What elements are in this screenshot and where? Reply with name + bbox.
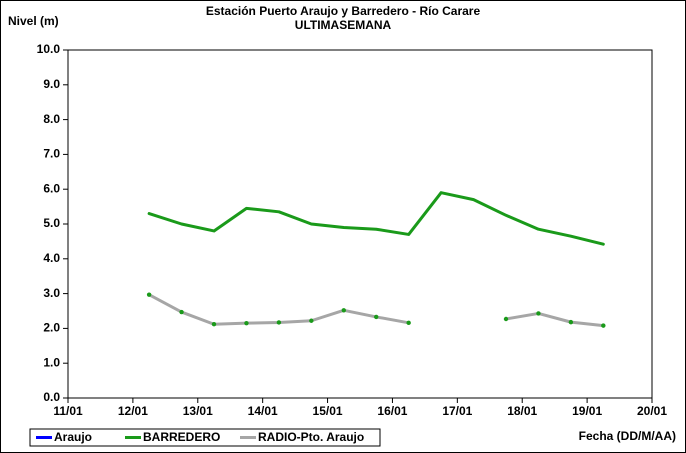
series-marker (406, 320, 411, 326)
series-marker (211, 322, 217, 327)
legend-label: Araujo (54, 430, 92, 444)
x-tick-label: 13/01 (183, 404, 213, 418)
x-axis-label: Fecha (DD/M/AA) (579, 429, 676, 443)
y-tick-label: 9.0 (43, 77, 60, 91)
x-tick-label: 20/01 (637, 404, 667, 418)
y-tick-label: 6.0 (43, 181, 60, 195)
series-line (504, 311, 605, 328)
x-tick-label: 15/01 (313, 404, 343, 418)
y-tick-label: 0.0 (43, 390, 60, 404)
y-axis-label: Nivel (m) (8, 14, 59, 28)
x-tick-label: 17/01 (442, 404, 472, 418)
x-tick-label: 19/01 (572, 404, 602, 418)
plot-area (67, 49, 653, 399)
x-tick-label: 12/01 (118, 404, 148, 418)
series-marker (536, 311, 541, 316)
y-tick-label: 5.0 (43, 216, 60, 230)
series-marker (341, 308, 346, 313)
legend-label: BARREDERO (143, 430, 220, 444)
series-marker (601, 323, 606, 328)
series-line (147, 191, 605, 246)
series-marker (309, 318, 314, 323)
y-tick-label: 3.0 (43, 286, 60, 300)
y-tick-label: 4.0 (43, 251, 60, 265)
chart-title: Estación Puerto Araujo y Barredero - Río… (206, 4, 481, 18)
series-marker (276, 320, 282, 325)
y-tick-label: 10.0 (37, 42, 61, 56)
y-tick-label: 2.0 (43, 321, 60, 335)
chart-subtitle: ULTIMASEMANA (295, 18, 392, 32)
series-marker (146, 292, 152, 297)
x-tick-label: 18/01 (507, 404, 537, 418)
series-marker (503, 316, 509, 322)
legend-label: RADIO-Pto. Araujo (258, 430, 364, 444)
legend-box (29, 428, 381, 447)
x-tick-label: 14/01 (248, 404, 278, 418)
y-tick-label: 1.0 (43, 355, 60, 369)
y-tick-label: 7.0 (43, 147, 60, 161)
series-marker (568, 319, 574, 325)
y-tick-label: 8.0 (43, 112, 60, 126)
series-marker (179, 309, 184, 315)
series-marker (244, 320, 249, 326)
x-tick-label: 16/01 (377, 404, 407, 418)
x-tick-label: 11/01 (53, 404, 83, 418)
series-marker (374, 314, 379, 320)
